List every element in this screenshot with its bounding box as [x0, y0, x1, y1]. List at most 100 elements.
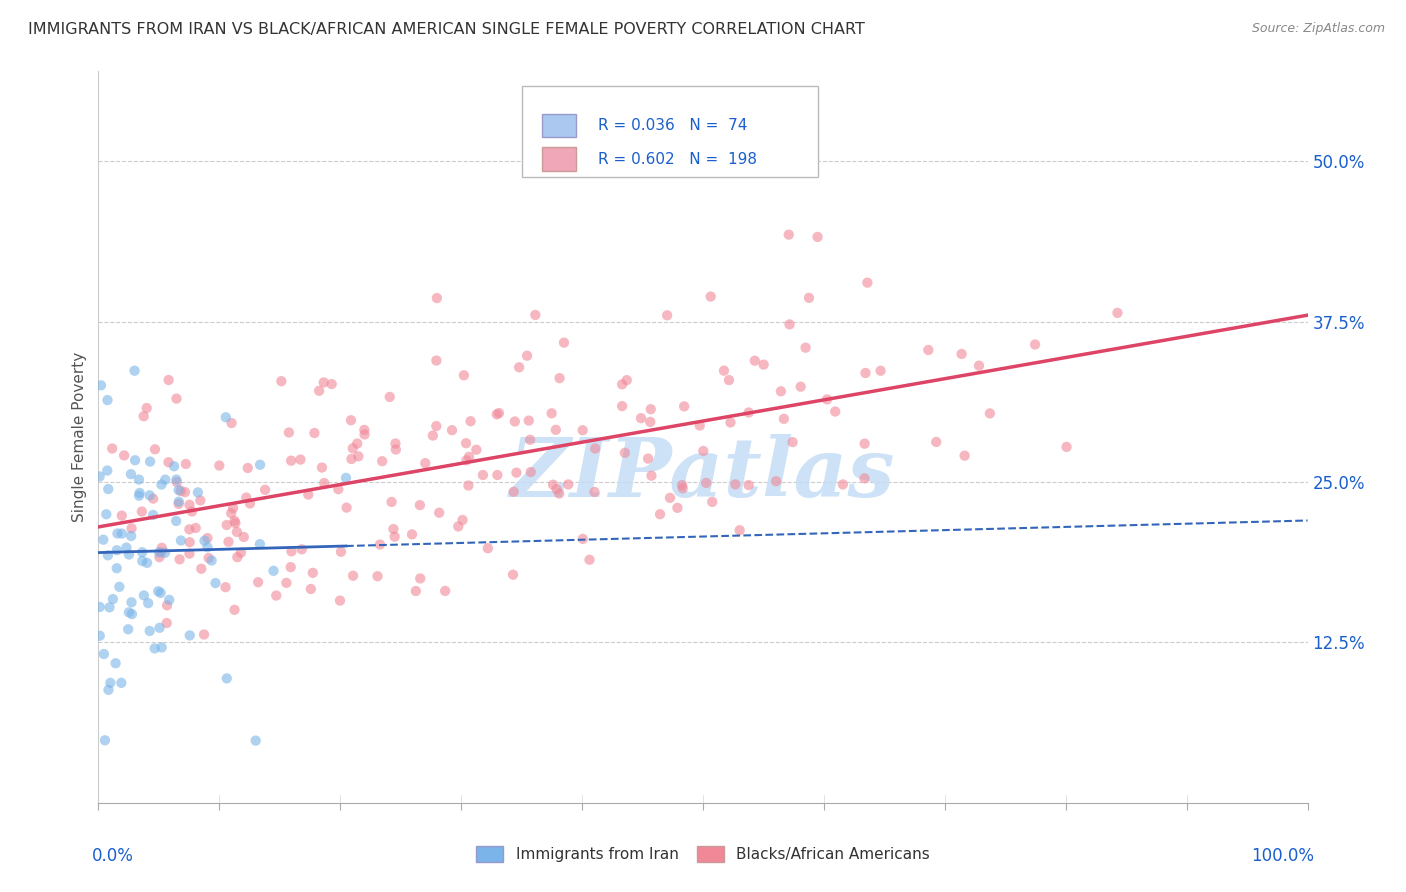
Point — [188, 493, 211, 508]
Point — [744, 353, 766, 368]
Point — [131, 545, 153, 559]
Point — [208, 458, 231, 473]
Point — [336, 500, 359, 515]
Point — [638, 415, 661, 429]
Point — [311, 460, 333, 475]
Point — [143, 641, 166, 656]
Point — [181, 504, 204, 518]
Text: IMMIGRANTS FROM IRAN VS BLACK/AFRICAN AMERICAN SINGLE FEMALE POVERTY CORRELATION: IMMIGRANTS FROM IRAN VS BLACK/AFRICAN AM… — [28, 22, 865, 37]
Point — [149, 586, 172, 600]
Point — [124, 453, 146, 467]
Point — [335, 471, 357, 485]
Point — [143, 442, 166, 457]
Point — [517, 414, 540, 428]
Point — [124, 364, 146, 378]
Point — [148, 621, 170, 635]
Point — [218, 534, 240, 549]
Point — [409, 571, 432, 585]
Point — [112, 449, 135, 463]
Point — [553, 335, 575, 350]
Point — [794, 341, 817, 355]
Point — [179, 498, 201, 512]
Point — [630, 411, 652, 425]
Point — [471, 468, 494, 483]
Point — [197, 531, 219, 545]
Point — [148, 550, 170, 565]
Point — [169, 552, 191, 566]
Point — [486, 468, 509, 483]
Point — [953, 449, 976, 463]
Point — [671, 478, 693, 492]
Point — [831, 477, 853, 491]
Point — [1107, 306, 1129, 320]
Point — [179, 547, 201, 561]
Point — [120, 529, 142, 543]
Point — [571, 423, 593, 437]
Point — [156, 599, 179, 613]
Point — [157, 592, 180, 607]
Point — [184, 521, 207, 535]
Point — [456, 453, 478, 467]
Point — [1024, 337, 1046, 351]
Point — [769, 384, 792, 399]
Point — [179, 628, 201, 642]
Point — [153, 546, 176, 560]
Point — [853, 436, 876, 450]
Point — [165, 473, 187, 487]
Point — [97, 482, 120, 496]
Point — [519, 433, 541, 447]
Point — [855, 366, 877, 380]
Point — [136, 556, 159, 570]
Point — [347, 450, 370, 464]
Point — [299, 582, 322, 596]
Point — [378, 390, 401, 404]
Point — [546, 482, 568, 496]
Point — [583, 442, 606, 456]
Point — [346, 436, 368, 450]
Point — [105, 561, 128, 575]
Point — [425, 419, 447, 434]
Point — [353, 423, 375, 437]
Point — [117, 622, 139, 636]
Point — [353, 427, 375, 442]
Point — [229, 546, 252, 560]
Point — [950, 347, 973, 361]
Point — [789, 379, 811, 393]
Point — [291, 542, 314, 557]
Point — [503, 414, 526, 428]
Point — [214, 580, 236, 594]
Point — [276, 575, 298, 590]
Point — [502, 567, 524, 582]
Point — [219, 506, 242, 520]
Point — [131, 504, 153, 518]
Point — [142, 491, 165, 506]
Point — [167, 483, 190, 497]
Point — [967, 359, 990, 373]
Point — [118, 548, 141, 562]
Point — [637, 451, 659, 466]
Point — [121, 521, 143, 535]
Point — [434, 583, 457, 598]
Point — [465, 442, 488, 457]
Point — [666, 500, 689, 515]
Point — [572, 532, 595, 546]
Point — [96, 463, 118, 477]
Point — [304, 425, 326, 440]
FancyBboxPatch shape — [522, 86, 818, 178]
Point — [422, 428, 444, 442]
Point — [290, 452, 312, 467]
Point — [806, 230, 828, 244]
Point — [221, 416, 243, 430]
Point — [225, 524, 247, 539]
Point — [277, 425, 299, 440]
Point — [101, 442, 124, 456]
Point — [170, 533, 193, 548]
Point — [138, 624, 160, 638]
Text: Source: ZipAtlas.com: Source: ZipAtlas.com — [1251, 22, 1385, 36]
Point — [155, 473, 177, 487]
Point — [111, 526, 134, 541]
Point — [135, 401, 157, 415]
Point — [314, 475, 336, 490]
Point — [659, 491, 682, 505]
Point — [236, 461, 259, 475]
